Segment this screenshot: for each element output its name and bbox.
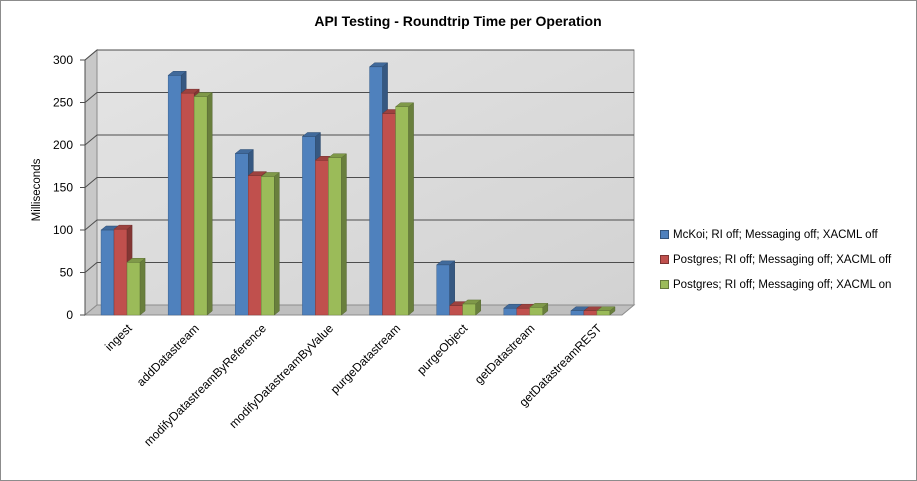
bar-mckoi — [100, 229, 115, 316]
bar-top-mckoi — [435, 260, 456, 266]
legend-label-postgres-xacml-off: Postgres; RI off; Messaging off; XACML o… — [673, 253, 892, 266]
bar-mckoi — [302, 136, 316, 316]
bar-top-mckoi — [234, 149, 255, 154]
x-category-label: modifyDatastreamByReference — [141, 321, 269, 449]
legend-swatch-postgres-xacml-on — [660, 280, 669, 289]
bar-top-mckoi — [368, 62, 389, 68]
bar-postgres-xacml-on — [261, 176, 275, 316]
bar-mckoi — [167, 75, 182, 316]
y-tick-label: 150 — [53, 181, 73, 195]
bar-mckoi — [503, 307, 518, 316]
floor — [83, 304, 636, 316]
bar-side-postgres-xacml-on — [139, 257, 146, 316]
bar-postgres-xacml-on — [126, 262, 141, 316]
legend-label-postgres-xacml-on: Postgres; RI off; Messaging off; XACML o… — [673, 278, 892, 291]
bar-mckoi — [436, 264, 450, 316]
bar-top-postgres-xacml-on — [327, 153, 348, 158]
bar-top-mckoi — [167, 71, 187, 76]
bar-postgres-xacml-off — [248, 175, 262, 316]
bar-postgres-xacml-on — [529, 307, 544, 316]
bar-postgres-xacml-on — [193, 96, 208, 316]
bar-postgres-xacml-on — [395, 106, 409, 316]
legend-item-mckoi: McKoi; RI off; Messaging off; XACML off — [660, 222, 891, 247]
bar-top-mckoi — [301, 132, 322, 137]
bar-postgres-xacml-on — [328, 157, 342, 316]
y-tick-label: 0 — [66, 308, 73, 322]
bar-top-postgres-xacml-on — [126, 258, 146, 263]
gridline — [84, 92, 634, 103]
y-tick-label: 200 — [53, 138, 73, 152]
x-category-label: addDatastream — [134, 321, 202, 389]
x-category-label: purgeDatastream — [328, 321, 403, 396]
bar-postgres-xacml-off — [449, 305, 463, 316]
gridline — [84, 262, 634, 273]
bar-postgres-xacml-on — [596, 310, 611, 316]
bar-postgres-xacml-off — [516, 307, 531, 316]
bar-side-postgres-xacml-on — [206, 92, 213, 316]
bar-top-postgres-xacml-on — [596, 306, 616, 311]
y-tick-label: 100 — [53, 223, 73, 237]
bar-postgres-xacml-off — [180, 92, 195, 316]
gridline — [84, 177, 634, 188]
x-category-label: getDatastream — [472, 321, 538, 387]
y-axis-title: Milliseconds — [31, 158, 43, 221]
bar-top-postgres-xacml-on — [193, 92, 213, 97]
y-tick-label: 300 — [53, 53, 73, 67]
bar-mckoi — [235, 153, 249, 316]
bar-top-postgres-xacml-off — [247, 171, 268, 176]
bar-side-postgres-xacml-on — [408, 102, 414, 316]
bar-mckoi — [369, 66, 383, 316]
x-category-label: purgeObject — [414, 321, 471, 378]
bar-top-postgres-xacml-on — [260, 172, 281, 177]
bar-postgres-xacml-off — [583, 310, 598, 316]
bar-postgres-xacml-on — [462, 303, 476, 316]
bar-postgres-xacml-off — [113, 228, 128, 316]
legend-item-postgres-xacml-off: Postgres; RI off; Messaging off; XACML o… — [660, 247, 891, 272]
bar-top-postgres-xacml-on — [461, 299, 482, 305]
gridline — [84, 49, 634, 61]
bar-mckoi — [570, 310, 585, 316]
bar-postgres-xacml-off — [382, 113, 396, 316]
chart-title: API Testing - Roundtrip Time per Operati… — [314, 13, 601, 29]
bar-top-postgres-xacml-off — [180, 88, 200, 94]
bar-side-postgres-xacml-on — [274, 171, 280, 316]
bar-postgres-xacml-off — [315, 160, 329, 316]
legend: McKoi; RI off; Messaging off; XACML off … — [660, 222, 891, 297]
legend-swatch-mckoi — [660, 230, 669, 239]
legend-swatch-postgres-xacml-off — [660, 255, 669, 264]
bar-top-postgres-xacml-on — [394, 102, 415, 107]
legend-label-mckoi: McKoi; RI off; Messaging off; XACML off — [673, 228, 878, 241]
legend-item-postgres-xacml-on: Postgres; RI off; Messaging off; XACML o… — [660, 272, 891, 297]
y-tick-label: 250 — [53, 96, 73, 110]
bar-side-postgres-xacml-on — [341, 153, 347, 316]
bar-top-postgres-xacml-off — [113, 224, 133, 230]
gridline — [84, 134, 634, 146]
y-tick-label: 50 — [60, 266, 74, 280]
gridline — [84, 219, 634, 231]
x-category-label: ingest — [102, 321, 135, 354]
bar-top-postgres-xacml-on — [529, 303, 549, 308]
